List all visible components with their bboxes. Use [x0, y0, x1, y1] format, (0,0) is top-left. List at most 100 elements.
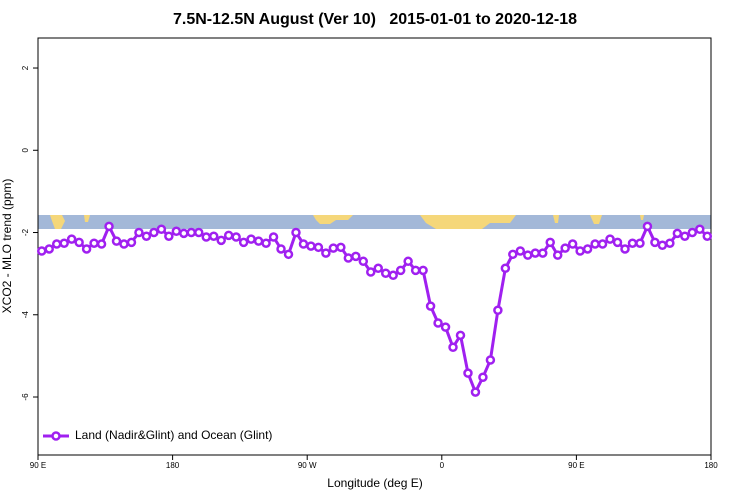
data-point	[395, 265, 406, 276]
data-point	[552, 250, 563, 260]
data-point	[149, 227, 159, 238]
data-point	[313, 242, 324, 253]
data-point	[44, 244, 54, 254]
data-point	[575, 246, 585, 256]
data-point	[493, 305, 503, 315]
data-point	[291, 227, 301, 238]
data-point	[523, 250, 533, 260]
map-strip	[38, 215, 711, 229]
data-point	[620, 244, 630, 254]
data-point	[59, 238, 69, 248]
data-point	[283, 249, 294, 260]
data-point	[612, 237, 623, 248]
data-point	[642, 221, 653, 232]
data-point	[478, 372, 488, 383]
data-point	[126, 237, 137, 248]
x-tick-label: 180	[704, 461, 718, 470]
chart-title: 7.5N-12.5N August (Ver 10) 2015-01-01 to…	[173, 11, 577, 28]
data-point	[485, 355, 496, 365]
data-point	[276, 244, 286, 254]
data-point	[672, 228, 683, 239]
data-point	[261, 238, 271, 248]
data-point	[448, 342, 458, 353]
y-tick-label: -4	[21, 311, 30, 319]
x-tick-label: 90 W	[298, 461, 317, 470]
y-axis-label: XCO2 - MLO trend (ppm)	[0, 179, 14, 314]
data-point	[650, 237, 660, 248]
data-point	[156, 224, 167, 234]
data-point	[36, 246, 47, 256]
data-point	[171, 226, 182, 237]
data-point	[134, 227, 144, 238]
data-point	[119, 239, 129, 249]
data-point	[380, 268, 391, 278]
data-point	[194, 227, 204, 238]
data-point	[657, 240, 668, 251]
data-point	[590, 239, 600, 249]
data-point	[605, 234, 615, 244]
legend-label: Land (Nadir&Glint) and Ocean (Glint)	[75, 428, 272, 442]
data-point	[560, 243, 570, 253]
data-point	[366, 267, 376, 277]
data-point	[508, 249, 518, 260]
data-point	[89, 238, 99, 248]
data-point	[268, 232, 279, 242]
data-point	[336, 242, 346, 253]
data-point	[635, 238, 645, 248]
data-point	[358, 256, 369, 267]
data-point	[201, 232, 211, 242]
data-point	[403, 256, 413, 267]
x-axis-label: Longitude (deg E)	[327, 476, 422, 490]
data-point	[567, 239, 578, 249]
data-point	[306, 241, 316, 251]
y-tick-label: 0	[21, 147, 30, 152]
data-point	[597, 239, 608, 249]
data-point	[96, 239, 107, 249]
data-point	[246, 234, 256, 244]
data-point	[351, 251, 361, 262]
data-point	[141, 231, 152, 241]
data-point	[500, 263, 511, 274]
data-point	[582, 244, 593, 254]
data-point	[179, 228, 189, 239]
data-point	[74, 237, 84, 248]
data-point	[545, 237, 555, 248]
x-tick-label: 90 E	[30, 461, 46, 470]
data-point	[51, 239, 62, 249]
x-tick-label: 180	[166, 461, 180, 470]
data-point	[470, 387, 481, 397]
data-point	[433, 318, 443, 328]
data-point	[164, 231, 174, 241]
data-point	[328, 243, 339, 253]
data-point	[81, 244, 92, 254]
data-point	[418, 265, 428, 276]
legend-marker	[51, 431, 61, 441]
data-point	[231, 232, 241, 242]
y-tick-label: -2	[21, 228, 30, 236]
data-point	[530, 248, 541, 258]
data-point	[538, 248, 548, 258]
data-point	[253, 236, 264, 246]
data-point	[66, 234, 77, 244]
data-point	[702, 231, 713, 241]
data-point	[627, 238, 638, 248]
data-point	[440, 322, 451, 332]
y-tick-label: -6	[21, 393, 30, 401]
data-point	[343, 253, 354, 263]
data-point	[463, 368, 473, 378]
data-point	[680, 231, 690, 241]
data-point	[111, 236, 122, 246]
data-point	[104, 221, 114, 232]
plot-frame	[37, 37, 712, 456]
data-point	[208, 231, 219, 241]
y-tick-label: 2	[21, 65, 30, 70]
data-point	[665, 238, 675, 248]
data-point	[388, 270, 398, 281]
data-point	[321, 248, 331, 258]
data-point	[687, 227, 698, 238]
data-point	[298, 239, 309, 249]
data-point	[515, 246, 526, 256]
data-point	[455, 330, 466, 341]
data-point	[410, 265, 421, 276]
